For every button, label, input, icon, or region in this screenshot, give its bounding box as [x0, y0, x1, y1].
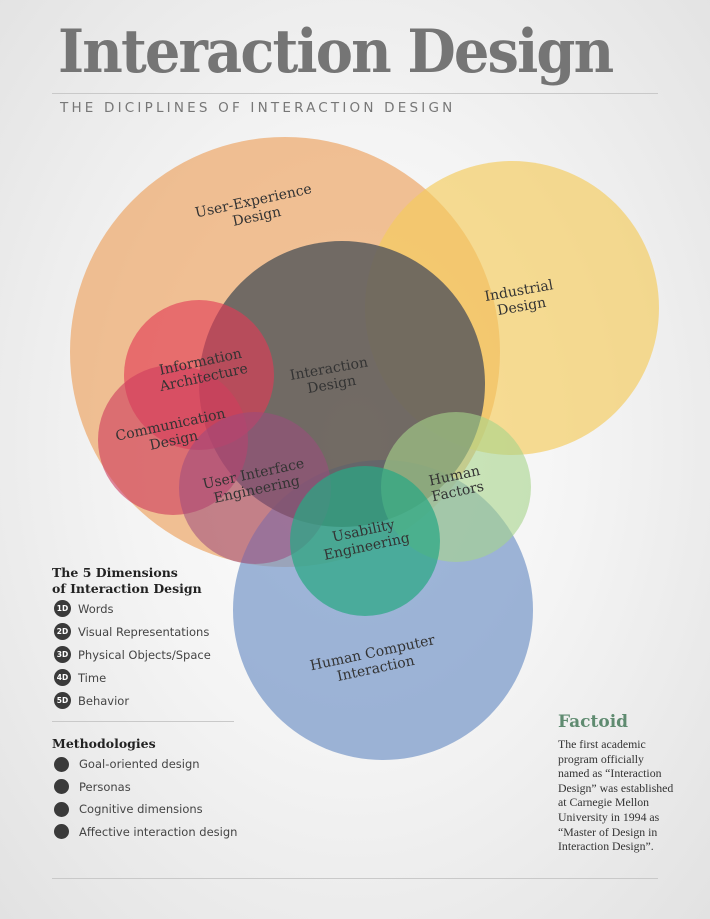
dimensions-title: The 5 Dimensions of Interaction Design [52, 565, 202, 596]
circle-ue [290, 466, 440, 616]
section-divider [52, 721, 234, 722]
dimension-item: 3D Physical Objects/Space [54, 643, 211, 666]
page-subtitle: THE DICIPLINES OF INTERACTION DESIGN [60, 100, 456, 116]
methodology-label: Cognitive dimensions [79, 802, 203, 817]
dimensions-title-line: of Interaction Design [52, 580, 202, 596]
methodology-item: Cognitive dimensions [54, 798, 237, 821]
dimension-label: Behavior [78, 693, 130, 708]
dimension-item: 5D Behavior [54, 689, 211, 712]
label-hf: HumanFactors [427, 463, 485, 505]
title-divider [52, 93, 658, 94]
methodology-item: Affective interaction design [54, 821, 237, 844]
dimension-item: 4D Time [54, 666, 211, 689]
methodology-item: Personas [54, 776, 237, 799]
methodology-label: Affective interaction design [79, 824, 238, 839]
methodologies-title: Methodologies [52, 736, 156, 751]
methodology-label: Goal-oriented design [79, 757, 200, 772]
methodologies-list: Goal-oriented design Personas Cognitive … [54, 753, 237, 843]
dimension-item: 2D Visual Representations [54, 620, 211, 643]
bullet-icon [54, 756, 69, 772]
dimension-label: Time [78, 670, 107, 685]
bullet-icon [54, 801, 69, 817]
factoid-text: The first academic program officially na… [558, 737, 674, 854]
dimension-badge: 3D [54, 646, 71, 663]
footer-divider [52, 878, 658, 879]
methodology-item: Goal-oriented design [54, 753, 237, 776]
dimension-label: Physical Objects/Space [78, 647, 211, 662]
dimension-badge: 5D [54, 692, 71, 709]
venn-circles [70, 137, 659, 760]
dimensions-title-line: The 5 Dimensions [52, 565, 178, 580]
dimensions-list: 1D Words 2D Visual Representations 3D Ph… [54, 597, 211, 712]
dimension-badge: 1D [54, 600, 71, 617]
dimension-label: Words [78, 601, 114, 616]
dimension-badge: 4D [54, 669, 71, 686]
methodology-label: Personas [79, 779, 131, 794]
dimension-label: Visual Representations [78, 624, 210, 639]
dimension-badge: 2D [54, 623, 71, 640]
bullet-icon [54, 824, 69, 840]
bullet-icon [54, 779, 69, 795]
page-title: Interaction Design [58, 17, 614, 87]
dimension-item: 1D Words [54, 597, 211, 620]
factoid-title: Factoid [558, 712, 629, 732]
